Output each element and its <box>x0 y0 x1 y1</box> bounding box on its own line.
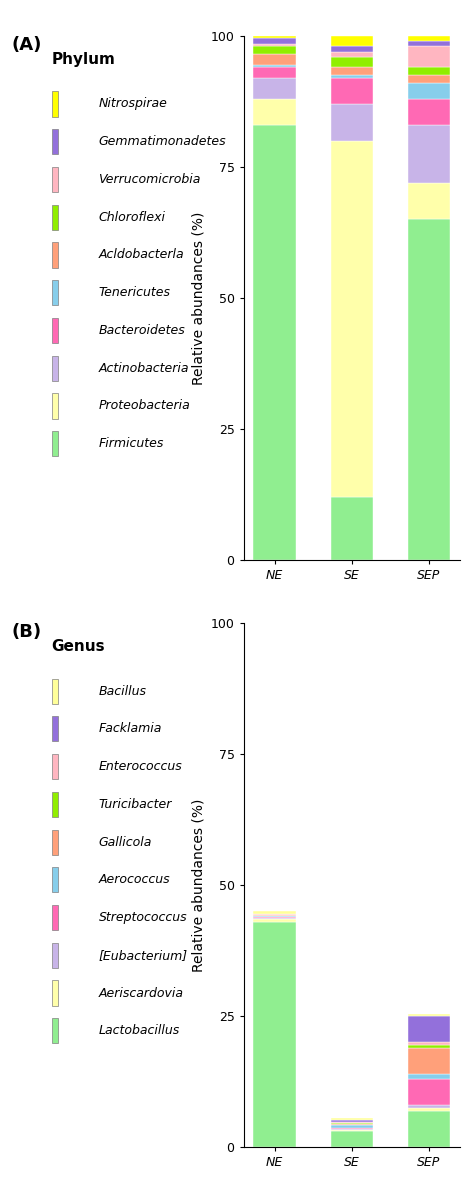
Bar <box>330 1132 373 1147</box>
Text: Actinobacteria: Actinobacteria <box>99 362 189 375</box>
Text: Phylum: Phylum <box>52 51 116 67</box>
Text: Gemmatimonadetes: Gemmatimonadetes <box>99 135 226 148</box>
Text: Enterococcus: Enterococcus <box>99 760 182 773</box>
Text: Aeriscardovia: Aeriscardovia <box>99 987 183 999</box>
FancyBboxPatch shape <box>52 943 58 968</box>
Text: Lactobacillus: Lactobacillus <box>99 1024 180 1037</box>
Text: (A): (A) <box>12 36 42 54</box>
Bar <box>254 38 296 44</box>
Bar <box>254 36 296 38</box>
Bar <box>254 918 296 919</box>
Bar <box>408 36 450 41</box>
Text: Firmicutes: Firmicutes <box>99 437 164 451</box>
Bar <box>408 99 450 125</box>
Bar <box>254 919 296 921</box>
Text: (B): (B) <box>12 623 42 641</box>
Bar <box>408 220 450 560</box>
Bar <box>254 54 296 65</box>
FancyBboxPatch shape <box>52 792 58 817</box>
Bar <box>330 1119 373 1120</box>
Bar <box>254 67 296 78</box>
Bar <box>330 1126 373 1128</box>
Bar <box>254 47 296 54</box>
Bar <box>408 125 450 183</box>
Text: Aerococcus: Aerococcus <box>99 874 170 887</box>
Bar <box>254 44 296 47</box>
FancyBboxPatch shape <box>52 754 58 779</box>
Bar <box>408 67 450 75</box>
FancyBboxPatch shape <box>52 980 58 1006</box>
Text: Proteobacteria: Proteobacteria <box>99 399 190 412</box>
Bar <box>330 36 373 47</box>
Bar <box>254 125 296 560</box>
Text: Bacteroidetes: Bacteroidetes <box>99 324 185 337</box>
Bar <box>408 1079 450 1105</box>
FancyBboxPatch shape <box>52 829 58 854</box>
Text: Tenericutes: Tenericutes <box>99 287 171 299</box>
Bar <box>408 1074 450 1079</box>
Bar <box>408 82 450 99</box>
Text: Acldobacterla: Acldobacterla <box>99 249 184 262</box>
Text: Streptococcus: Streptococcus <box>99 911 187 924</box>
Y-axis label: Relative abundances (%): Relative abundances (%) <box>191 212 205 385</box>
Bar <box>408 47 450 67</box>
Text: Gallicola: Gallicola <box>99 835 152 848</box>
FancyBboxPatch shape <box>52 431 58 456</box>
Bar <box>254 912 296 914</box>
Bar <box>408 1016 450 1042</box>
Bar <box>330 104 373 141</box>
Bar <box>254 78 296 99</box>
FancyBboxPatch shape <box>52 280 58 305</box>
Bar <box>330 51 373 57</box>
Bar <box>408 1108 450 1110</box>
Text: Verrucomicrobia: Verrucomicrobia <box>99 173 201 186</box>
FancyBboxPatch shape <box>52 167 58 192</box>
FancyBboxPatch shape <box>52 129 58 154</box>
Text: Chloroflexi: Chloroflexi <box>99 210 165 223</box>
FancyBboxPatch shape <box>52 716 58 741</box>
Bar <box>330 497 373 560</box>
FancyBboxPatch shape <box>52 92 58 117</box>
Bar <box>408 1042 450 1044</box>
Bar <box>408 183 450 220</box>
Bar <box>254 65 296 67</box>
FancyBboxPatch shape <box>52 204 58 229</box>
FancyBboxPatch shape <box>52 318 58 343</box>
Bar <box>408 1110 450 1147</box>
Bar <box>330 141 373 497</box>
FancyBboxPatch shape <box>52 356 58 381</box>
FancyBboxPatch shape <box>52 868 58 893</box>
Bar <box>254 99 296 125</box>
FancyBboxPatch shape <box>52 393 58 418</box>
FancyBboxPatch shape <box>52 905 58 930</box>
Bar <box>408 1048 450 1074</box>
Bar <box>408 75 450 82</box>
Text: Nitrospirae: Nitrospirae <box>99 98 167 110</box>
Bar <box>408 1105 450 1108</box>
Bar <box>408 41 450 47</box>
Bar <box>254 921 296 1147</box>
Text: Facklamia: Facklamia <box>99 722 162 735</box>
Text: Turicibacter: Turicibacter <box>99 798 172 811</box>
Bar <box>330 47 373 51</box>
Text: [Eubacterium]: [Eubacterium] <box>99 949 188 962</box>
Bar <box>408 1013 450 1016</box>
Bar <box>330 1130 373 1132</box>
FancyBboxPatch shape <box>52 1018 58 1043</box>
Y-axis label: Relative abundances (%): Relative abundances (%) <box>191 798 205 972</box>
Bar <box>408 1044 450 1048</box>
FancyBboxPatch shape <box>52 679 58 704</box>
Text: Bacillus: Bacillus <box>99 685 146 698</box>
Bar <box>330 57 373 67</box>
Bar <box>330 67 373 75</box>
Bar <box>330 1123 373 1126</box>
Bar <box>330 75 373 78</box>
Text: Genus: Genus <box>52 638 105 654</box>
Bar <box>330 1120 373 1122</box>
Bar <box>330 78 373 104</box>
FancyBboxPatch shape <box>52 243 58 268</box>
